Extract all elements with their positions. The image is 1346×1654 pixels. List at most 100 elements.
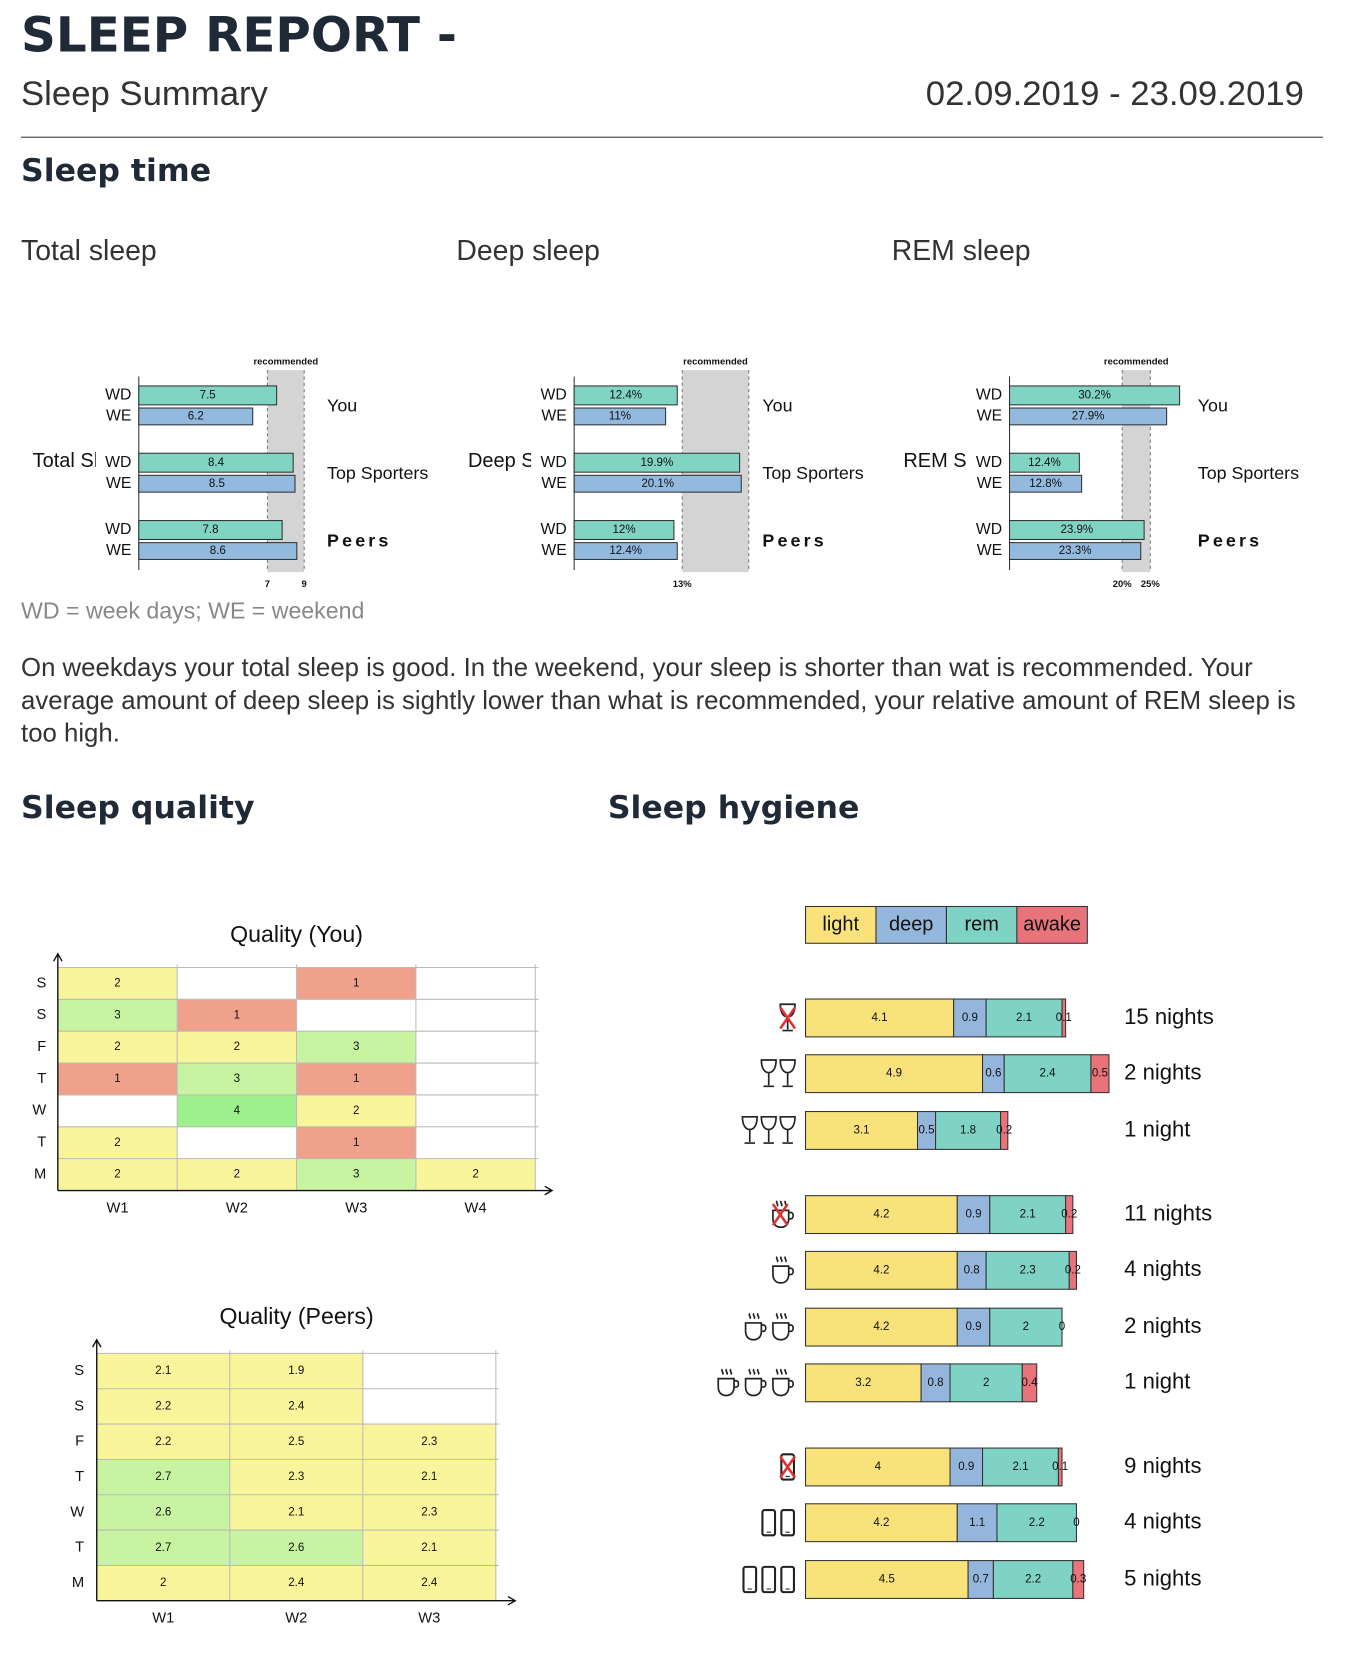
chart-title: Quality (Peers) (219, 1303, 373, 1329)
heat-cell (229, 1459, 363, 1495)
cell-label: 2.2 (155, 1400, 171, 1412)
recommended-label: recommended (683, 356, 748, 367)
value-label: 0.5 (1092, 1068, 1108, 1080)
bar-segment (1003, 1054, 1092, 1094)
cell-label: 1 (353, 1137, 359, 1149)
value-label: 4.2 (873, 1517, 889, 1529)
cell-label: 2 (472, 1169, 478, 1181)
value-label: 0.5 (919, 1125, 935, 1137)
y-tick-label: W (32, 1103, 46, 1119)
y-tick-label: T (37, 1135, 46, 1151)
value-label: 4.2 (873, 1321, 889, 1333)
bar-segment (1057, 1447, 1063, 1487)
bar-segment (982, 1447, 1059, 1487)
row-label: WE (106, 408, 131, 425)
bar (573, 452, 741, 473)
icon-glass (741, 1115, 758, 1144)
cell-label: 2 (353, 1105, 359, 1117)
note: WD = week days; WE = weekend (21, 597, 365, 624)
y-tick-label: S (36, 1007, 46, 1023)
bar-segment (985, 998, 1063, 1038)
heat-cell (362, 1424, 496, 1460)
row-label: WE (977, 475, 1002, 492)
heat-cell (96, 1530, 230, 1566)
heat-cell (57, 1126, 178, 1159)
category-label: Top Sporters (1198, 463, 1299, 483)
cell-label: 2.3 (288, 1471, 304, 1483)
bar (138, 407, 254, 426)
heat-cell (229, 1494, 363, 1531)
bar-segment (953, 998, 987, 1038)
value-label: 0.4 (1021, 1377, 1038, 1389)
row-label: WE (541, 542, 566, 559)
x-tick-label: W3 (345, 1200, 367, 1216)
chart-title: Total sleep (21, 235, 157, 267)
heat-cell (177, 1063, 297, 1095)
bar (1009, 520, 1145, 540)
icon-cup (772, 1255, 794, 1284)
value-label: 23.9% (1060, 524, 1093, 536)
summary: On weekdays your total sleep is good. In… (21, 654, 1296, 748)
x-tick-label: W2 (285, 1611, 307, 1627)
value-label: 0.2 (996, 1125, 1012, 1137)
bar-segment (804, 998, 955, 1038)
bar-segment (949, 1363, 1023, 1403)
value-label: 4 (875, 1461, 882, 1473)
bar (573, 542, 678, 560)
bar-segment (804, 1111, 919, 1150)
category-label: 1 night (1124, 1116, 1190, 1141)
legend-label: deep (889, 914, 933, 936)
bar-segment (1021, 1363, 1038, 1403)
value-label: 4.9 (886, 1068, 902, 1080)
date-range: 02.09.2019 - 23.09.2019 (925, 73, 1304, 113)
bar (138, 385, 278, 406)
category-label: Top Sporters (327, 463, 428, 483)
cell-label: 2.5 (288, 1436, 304, 1448)
chart-title: REM sleep (892, 235, 1031, 267)
axis-arrow (57, 1185, 554, 1196)
x-tick-label: W4 (465, 1200, 487, 1216)
bar-segment (1000, 1111, 1009, 1150)
bar-segment (1061, 998, 1067, 1038)
recommended-label: recommended (1104, 356, 1169, 367)
category-label: You (1198, 396, 1228, 416)
cell-label: 3 (353, 1041, 359, 1053)
y-label: Total Sleep (32, 451, 96, 473)
heat-cell (96, 1388, 230, 1425)
value-label: 0.8 (928, 1377, 944, 1389)
cell-label: 2.3 (421, 1506, 437, 1518)
heat-cell (177, 1094, 297, 1127)
x-tick-label: 9 (302, 579, 307, 590)
cell-label: 2.4 (421, 1577, 438, 1589)
category-label: 4 nights (1124, 1509, 1201, 1534)
legend-swatch (875, 905, 947, 944)
y-tick-label: M (72, 1575, 84, 1591)
recommended-label: recommended (254, 356, 319, 367)
cell-label: 2 (114, 1137, 120, 1149)
cell-label: 1.9 (288, 1365, 304, 1377)
heat-cell (296, 1158, 416, 1191)
value-label: 2.3 (1020, 1264, 1036, 1276)
bar (573, 407, 667, 426)
heat-cell (96, 1353, 230, 1389)
icon-glass (760, 1059, 777, 1088)
heat-cell (229, 1353, 363, 1389)
row-label: WD (541, 521, 567, 538)
icon-phone (761, 1509, 777, 1537)
heat-cell (229, 1388, 363, 1425)
heat-cell (177, 999, 297, 1032)
category-label: Top Sporters (762, 463, 863, 483)
bar-segment (1065, 1195, 1074, 1235)
section-heading: Sleep quality (21, 789, 255, 827)
axis-arrow (53, 952, 63, 1191)
cell-label: 2.1 (288, 1506, 304, 1518)
value-label: 1.8 (960, 1125, 976, 1137)
heat-cell (57, 1031, 178, 1064)
value-label: 3.1 (853, 1125, 869, 1137)
value-label: 6.2 (188, 410, 204, 422)
cell-label: 3 (353, 1169, 359, 1181)
x-tick-label: 20% (1113, 579, 1133, 590)
y-label-box: REM Sleep (903, 451, 966, 472)
